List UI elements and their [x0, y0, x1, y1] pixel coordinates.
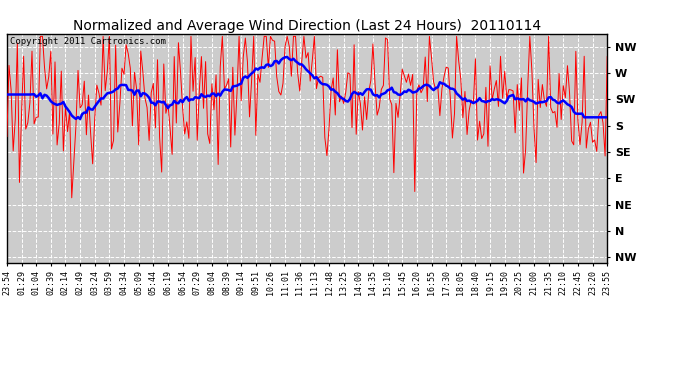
Title: Normalized and Average Wind Direction (Last 24 Hours)  20110114: Normalized and Average Wind Direction (L… — [73, 19, 541, 33]
Text: Copyright 2011 Cartronics.com: Copyright 2011 Cartronics.com — [10, 37, 166, 46]
